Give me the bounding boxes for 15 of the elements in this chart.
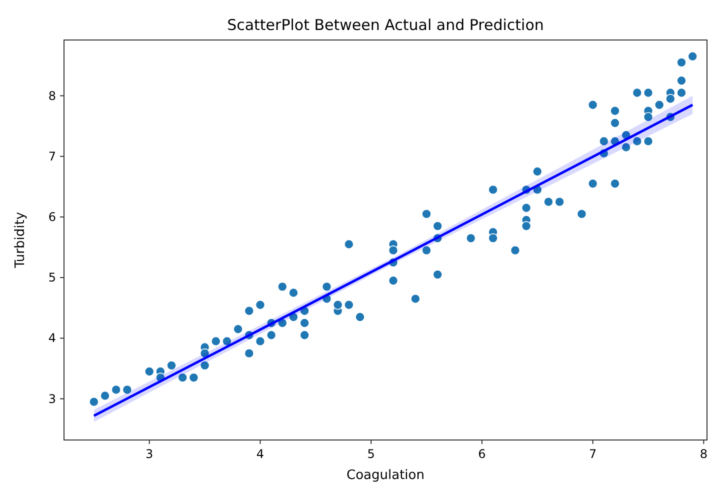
y-tick-label: 4 <box>48 331 56 346</box>
y-axis-title: Turbidity <box>13 212 28 270</box>
x-tick-label: 7 <box>588 447 597 461</box>
x-axis-title: Coagulation <box>346 468 424 483</box>
x-tick-label: 8 <box>700 447 708 461</box>
y-tick-label: 5 <box>48 270 56 285</box>
y-tick-label: 7 <box>48 149 56 164</box>
y-tick-label: 8 <box>48 88 56 103</box>
x-tick-label: 3 <box>146 447 154 461</box>
y-tick-label: 3 <box>48 392 56 406</box>
x-tick-label: 4 <box>256 447 264 461</box>
x-tick-label: 5 <box>367 447 375 461</box>
chart-title: ScatterPlot Between Actual and Prediction <box>227 16 544 34</box>
x-tick-label: 6 <box>478 447 486 461</box>
y-tick-label: 6 <box>48 210 56 224</box>
